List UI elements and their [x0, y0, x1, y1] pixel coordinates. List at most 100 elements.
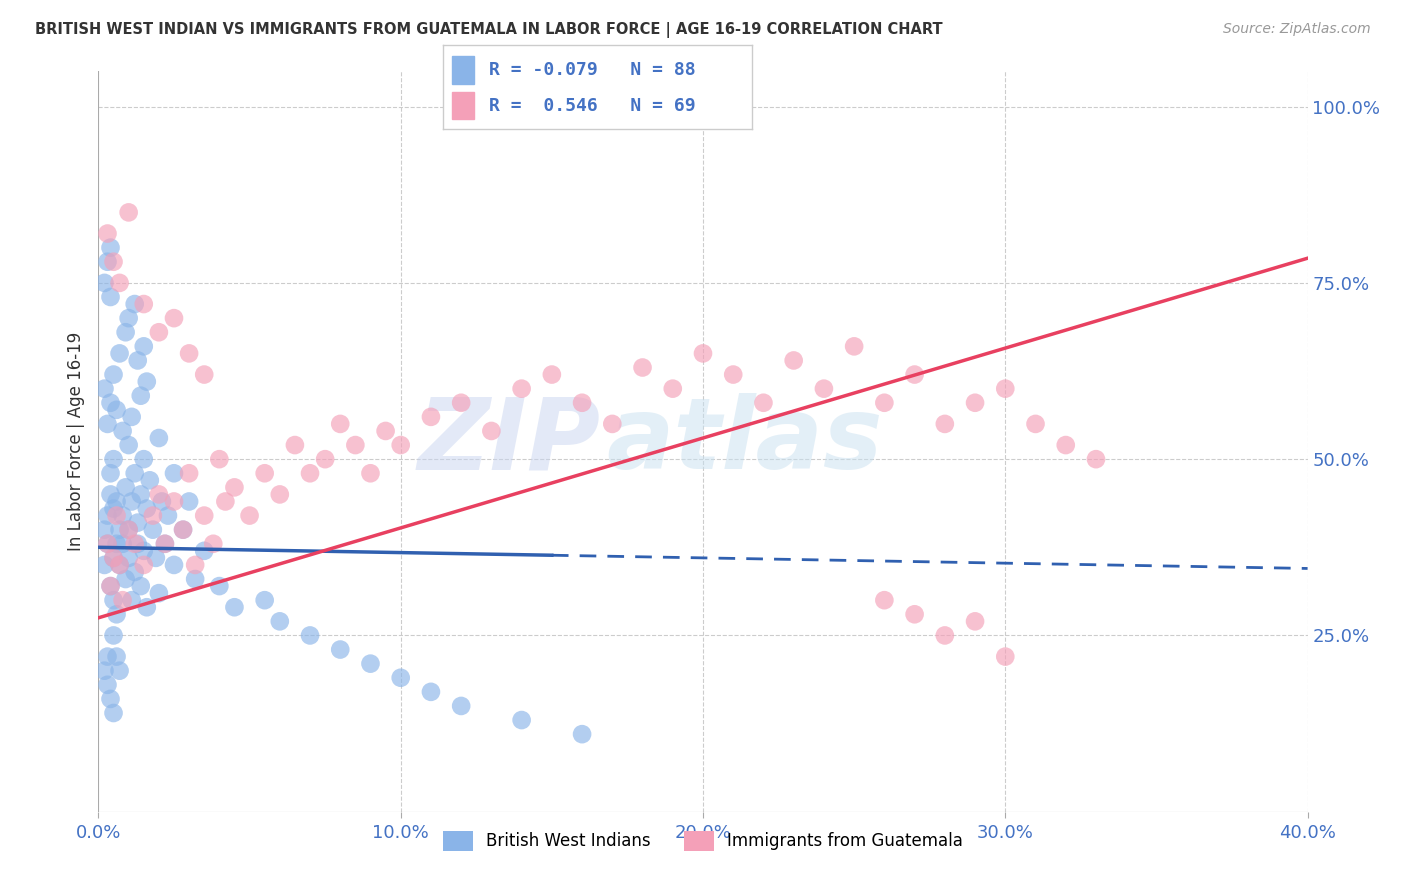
Point: [214, 494, 236, 508]
Point: [904, 607, 927, 622]
Point: [132, 452, 155, 467]
Point: [1054, 438, 1077, 452]
Point: [450, 396, 472, 410]
Point: [108, 276, 131, 290]
Point: [105, 537, 128, 551]
Point: [172, 523, 194, 537]
Point: [193, 544, 215, 558]
Point: [103, 706, 125, 720]
Point: [100, 579, 122, 593]
Point: [108, 664, 131, 678]
Point: [163, 467, 186, 481]
Point: [142, 508, 165, 523]
Point: [127, 537, 149, 551]
Point: [93, 558, 115, 572]
Point: [103, 452, 125, 467]
Point: [111, 508, 134, 523]
Point: [1024, 417, 1046, 431]
Point: [269, 487, 291, 501]
Point: [103, 550, 125, 565]
Point: [179, 467, 201, 481]
Point: [100, 487, 122, 501]
Point: [148, 325, 170, 339]
Point: [389, 438, 412, 452]
Point: [224, 600, 246, 615]
Point: [184, 572, 207, 586]
Point: [93, 382, 115, 396]
Point: [150, 494, 173, 508]
Point: [873, 593, 896, 607]
Point: [111, 424, 134, 438]
Point: [103, 593, 125, 607]
Point: [129, 579, 152, 593]
Point: [994, 382, 1017, 396]
Point: [934, 628, 956, 642]
Y-axis label: In Labor Force | Age 16-19: In Labor Force | Age 16-19: [66, 332, 84, 551]
Point: [111, 593, 134, 607]
Point: [96, 678, 118, 692]
Point: [360, 467, 382, 481]
Point: [752, 396, 775, 410]
Point: [844, 339, 866, 353]
Point: [139, 473, 162, 487]
Point: [314, 452, 336, 467]
Point: [239, 508, 262, 523]
Point: [96, 254, 118, 268]
Point: [114, 572, 136, 586]
Point: [360, 657, 382, 671]
Point: [284, 438, 307, 452]
Point: [299, 467, 322, 481]
Point: [179, 494, 201, 508]
Point: [121, 409, 143, 424]
Point: [103, 368, 125, 382]
Point: [121, 593, 143, 607]
Point: [163, 311, 186, 326]
Point: [132, 558, 155, 572]
Point: [450, 698, 472, 713]
Point: [118, 523, 141, 537]
Point: [135, 501, 157, 516]
Text: BRITISH WEST INDIAN VS IMMIGRANTS FROM GUATEMALA IN LABOR FORCE | AGE 16-19 CORR: BRITISH WEST INDIAN VS IMMIGRANTS FROM G…: [35, 22, 943, 38]
Point: [193, 368, 215, 382]
Point: [148, 586, 170, 600]
Point: [172, 523, 194, 537]
Text: Source: ZipAtlas.com: Source: ZipAtlas.com: [1223, 22, 1371, 37]
Point: [100, 467, 122, 481]
Text: R = -0.079   N = 88: R = -0.079 N = 88: [489, 61, 696, 79]
Point: [193, 508, 215, 523]
Point: [163, 494, 186, 508]
Point: [661, 382, 683, 396]
Point: [934, 417, 956, 431]
Point: [202, 537, 225, 551]
Point: [510, 713, 533, 727]
Point: [224, 480, 246, 494]
Point: [156, 508, 179, 523]
Point: [114, 325, 136, 339]
Point: [540, 368, 562, 382]
Point: [965, 615, 987, 629]
Text: atlas: atlas: [606, 393, 883, 490]
Point: [96, 417, 118, 431]
Point: [208, 452, 231, 467]
Point: [118, 311, 141, 326]
Point: [124, 467, 146, 481]
Point: [124, 537, 146, 551]
Point: [783, 353, 806, 368]
Point: [105, 402, 128, 417]
Point: [374, 424, 396, 438]
Point: [93, 664, 115, 678]
Point: [114, 480, 136, 494]
Point: [253, 593, 276, 607]
Point: [124, 565, 146, 579]
Point: [129, 487, 152, 501]
Point: [904, 368, 927, 382]
Point: [100, 290, 122, 304]
Point: [631, 360, 654, 375]
Point: [129, 389, 152, 403]
Point: [132, 339, 155, 353]
Point: [510, 382, 533, 396]
Point: [142, 523, 165, 537]
Point: [121, 494, 143, 508]
Point: [103, 628, 125, 642]
Point: [127, 353, 149, 368]
